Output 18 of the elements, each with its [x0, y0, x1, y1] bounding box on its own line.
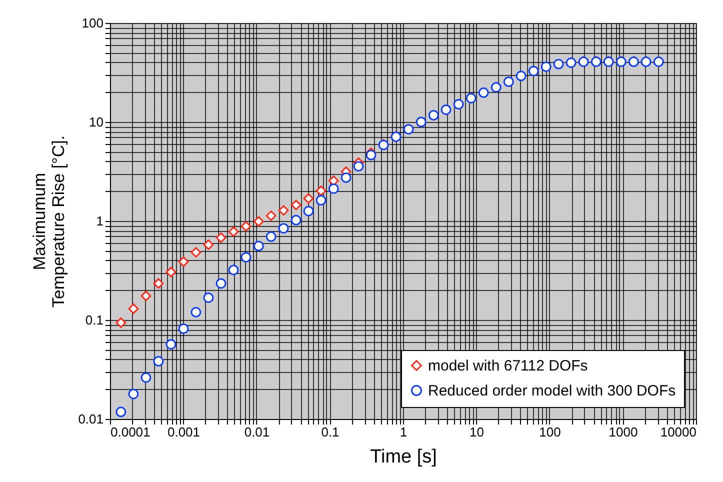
- x-tick-label: 10: [470, 424, 484, 440]
- x-tick-label: 0.001: [167, 424, 200, 440]
- x-tick-label: 1000: [608, 424, 638, 440]
- x-tick-label: 0.01: [244, 424, 270, 440]
- x-tick-label: 10000: [660, 424, 696, 440]
- legend-label: Reduced order model with 300 DOFs: [428, 382, 676, 400]
- x-axis-title: Time [s]: [370, 446, 437, 468]
- y-tick-label: 100: [82, 16, 104, 30]
- x-tick-label: 0.0001: [110, 424, 150, 440]
- legend-label: model with 67112 DOFs: [428, 358, 588, 374]
- y-tick-label: 10: [89, 114, 104, 130]
- x-tick-label: 1: [400, 424, 408, 440]
- y-tick-label: 0.01: [78, 412, 104, 426]
- y-tick-label: 1: [96, 214, 104, 228]
- y-axis-title: Maximumum Temperature Rise [°C].: [30, 135, 68, 308]
- y-tick-label: 0.1: [85, 312, 104, 328]
- x-tick-label: 100: [539, 424, 561, 440]
- x-tick-label: 0.1: [321, 424, 340, 440]
